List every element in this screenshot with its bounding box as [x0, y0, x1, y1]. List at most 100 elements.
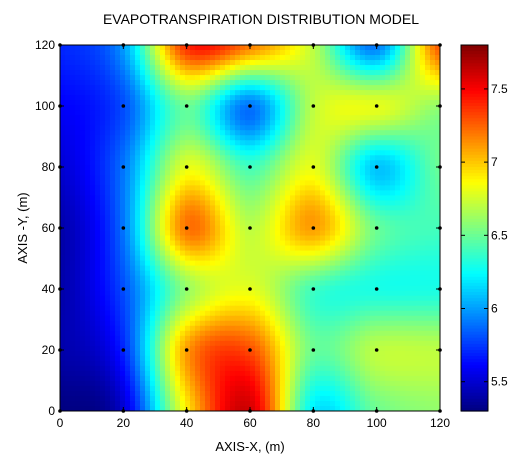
heatmap-cell: [260, 345, 266, 352]
heatmap-cell: [420, 320, 426, 327]
heatmap-cell: [180, 325, 186, 332]
heatmap-cell: [260, 110, 266, 116]
heatmap-cell: [125, 295, 131, 302]
heatmap-cell: [435, 180, 440, 186]
heatmap-cell: [390, 80, 396, 86]
heatmap-cell: [415, 290, 421, 297]
heatmap-cell: [365, 290, 371, 297]
heatmap-cell: [70, 185, 76, 191]
heatmap-cell: [260, 85, 266, 91]
heatmap-cell: [355, 140, 361, 146]
heatmap-cell: [190, 170, 196, 176]
heatmap-cell: [350, 255, 356, 262]
heatmap-cell: [110, 155, 116, 161]
heatmap-cell: [150, 125, 156, 131]
heatmap-cell: [370, 335, 376, 342]
heatmap-cell: [90, 190, 96, 197]
heatmap-cell: [360, 350, 366, 357]
heatmap-cell: [350, 55, 356, 61]
heatmap-cell: [250, 220, 256, 227]
heatmap-cell: [110, 105, 116, 111]
heatmap-cell: [95, 105, 101, 111]
heatmap-cell: [385, 60, 391, 66]
heatmap-cell: [70, 220, 76, 227]
heatmap-cell: [300, 195, 306, 202]
heatmap-cell: [285, 310, 291, 317]
heatmap-cell: [380, 320, 386, 327]
heatmap-cell: [240, 215, 246, 222]
heatmap-cell: [255, 65, 261, 71]
heatmap-cell: [95, 345, 101, 352]
heatmap-cell: [185, 180, 191, 186]
heatmap-cell: [260, 215, 266, 222]
heatmap-cell: [185, 70, 191, 76]
heatmap-cell: [350, 360, 356, 367]
heatmap-cell: [135, 250, 141, 257]
heatmap-cell: [280, 285, 286, 292]
heatmap-cell: [420, 75, 426, 81]
heatmap-cell: [390, 335, 396, 342]
heatmap-cell: [85, 125, 91, 131]
heatmap-cell: [420, 135, 426, 141]
heatmap-cell: [330, 200, 336, 207]
heatmap-cell: [180, 125, 186, 131]
heatmap-cell: [435, 185, 440, 191]
heatmap-cell: [265, 160, 271, 166]
heatmap-cell: [115, 175, 121, 181]
heatmap-cell: [80, 360, 86, 367]
heatmap-cell: [425, 345, 431, 352]
heatmap-cell: [245, 155, 251, 161]
heatmap-cell: [170, 350, 176, 357]
heatmap-cell: [300, 75, 306, 81]
heatmap-cell: [400, 160, 406, 166]
heatmap-cell: [310, 290, 316, 297]
heatmap-cell: [185, 325, 191, 332]
heatmap-cell: [425, 300, 431, 307]
heatmap-cell: [160, 285, 166, 292]
heatmap-cell: [405, 55, 411, 61]
heatmap-cell: [155, 145, 161, 151]
heatmap-cell: [185, 250, 191, 257]
heatmap-cell: [200, 360, 206, 367]
heatmap-cell: [225, 210, 231, 217]
heatmap-cell: [335, 345, 341, 352]
heatmap-cell: [420, 300, 426, 307]
heatmap-cell: [415, 140, 421, 146]
heatmap-cell: [305, 315, 311, 322]
heatmap-cell: [265, 255, 271, 262]
heatmap-cell: [305, 165, 311, 171]
heatmap-cell: [215, 310, 221, 317]
heatmap-cell: [330, 290, 336, 297]
heatmap-cell: [325, 180, 331, 186]
heatmap-cell: [125, 165, 131, 171]
heatmap-cell: [325, 70, 331, 76]
heatmap-cell: [205, 200, 211, 207]
heatmap-cell: [315, 135, 321, 141]
heatmap-cell: [210, 70, 216, 76]
heatmap-cell: [170, 340, 176, 347]
heatmap-cell: [220, 155, 226, 161]
heatmap-cell: [175, 250, 181, 257]
heatmap-cell: [270, 200, 276, 207]
heatmap-cell: [170, 155, 176, 161]
heatmap-cell: [190, 355, 196, 362]
heatmap-cell: [295, 240, 301, 247]
heatmap-cell: [315, 55, 321, 61]
heatmap-cell: [175, 270, 181, 277]
heatmap-cell: [300, 250, 306, 257]
heatmap-cell: [360, 225, 366, 232]
heatmap-cell: [155, 85, 161, 91]
heatmap-cell: [380, 155, 386, 161]
heatmap-cell: [400, 190, 406, 197]
heatmap-cell: [125, 225, 131, 232]
heatmap-cell: [425, 110, 431, 116]
heatmap-cell: [95, 330, 101, 337]
heatmap-cell: [245, 90, 251, 96]
heatmap-cell: [140, 75, 146, 81]
heatmap-cell: [240, 130, 246, 136]
heatmap-cell: [390, 330, 396, 337]
heatmap-cell: [115, 280, 121, 287]
heatmap-cell: [430, 285, 436, 292]
heatmap-cell: [380, 60, 386, 66]
heatmap-cell: [265, 315, 271, 322]
